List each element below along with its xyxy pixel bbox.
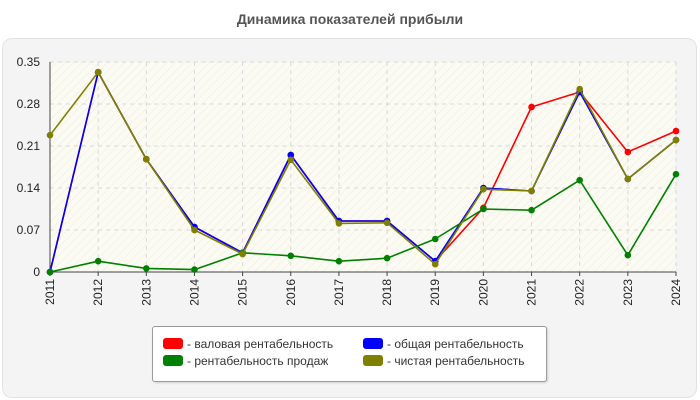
data-point-sales bbox=[46, 268, 54, 276]
x-tick-label: 2012 bbox=[91, 279, 105, 306]
chart-title: Динамика показателей прибыли bbox=[236, 11, 464, 27]
x-tick-label: 2017 bbox=[332, 279, 346, 306]
series-sales bbox=[46, 170, 680, 276]
y-tick-label: 0.07 bbox=[17, 223, 41, 237]
x-tick-label: 2011 bbox=[43, 279, 57, 305]
y-tick-label: 0.28 bbox=[17, 97, 41, 111]
data-point-sales bbox=[383, 254, 391, 262]
data-point-net bbox=[431, 260, 439, 268]
data-point-net bbox=[576, 85, 583, 93]
x-tick-label: 2013 bbox=[139, 279, 153, 306]
data-point-sales bbox=[624, 251, 632, 259]
series-line-net bbox=[49, 71, 677, 266]
data-point-gross bbox=[672, 127, 680, 135]
data-point-net bbox=[335, 220, 343, 227]
series-line-sales bbox=[49, 173, 677, 273]
data-point-sales bbox=[143, 265, 150, 272]
plot-area bbox=[50, 62, 676, 272]
x-tick-label: 2023 bbox=[621, 279, 635, 306]
legend-swatch-net bbox=[363, 355, 383, 366]
legend-label-total: - общая рентабельность bbox=[387, 337, 524, 351]
y-tick-label: 0.35 bbox=[17, 55, 41, 69]
y-tick-label: 0 bbox=[33, 265, 40, 279]
legend-swatch-total bbox=[363, 338, 383, 349]
data-point-gross bbox=[528, 103, 535, 111]
legend-swatch-gross bbox=[163, 338, 183, 349]
data-point-net bbox=[143, 155, 150, 163]
data-point-sales bbox=[287, 252, 295, 260]
x-tick-label: 2018 bbox=[380, 279, 394, 306]
legend-swatch-sales bbox=[163, 355, 183, 366]
data-point-sales bbox=[672, 170, 680, 178]
x-tick-label: 2024 bbox=[669, 279, 683, 306]
data-point-sales bbox=[528, 206, 535, 214]
legend-label-sales: - рентабельность продаж bbox=[187, 354, 329, 368]
data-point-sales bbox=[480, 205, 487, 213]
data-point-sales bbox=[576, 176, 583, 184]
x-tick-label: 2020 bbox=[476, 279, 490, 306]
data-point-net bbox=[239, 250, 246, 258]
data-point-net bbox=[480, 185, 487, 193]
legend-item-gross: - валовая рентабельность bbox=[163, 336, 333, 352]
data-point-net bbox=[383, 219, 391, 227]
legend-item-total: - общая рентабельность bbox=[363, 336, 524, 352]
data-point-sales bbox=[94, 257, 102, 265]
series-net bbox=[46, 68, 680, 268]
data-point-gross bbox=[624, 148, 632, 156]
data-point-net bbox=[191, 226, 198, 234]
x-tick-label: 2015 bbox=[236, 279, 250, 306]
data-point-total bbox=[287, 151, 295, 159]
y-tick-label: 0.14 bbox=[17, 181, 41, 195]
legend-label-gross: - валовая рентабельность bbox=[187, 337, 334, 351]
data-point-net bbox=[624, 175, 632, 183]
x-tick-label: 2016 bbox=[284, 279, 298, 306]
legend-item-net: - чистая рентабельность bbox=[363, 353, 524, 369]
data-point-sales bbox=[335, 257, 343, 265]
y-tick-label: 0.21 bbox=[17, 139, 41, 153]
data-point-sales bbox=[431, 235, 439, 243]
x-tick-label: 2019 bbox=[428, 279, 442, 306]
data-point-net bbox=[672, 136, 680, 144]
x-tick-label: 2014 bbox=[187, 279, 201, 306]
data-point-net bbox=[94, 68, 102, 76]
chart-legend: - валовая рентабельность - общая рентабе… bbox=[152, 326, 547, 382]
legend-label-net: - чистая рентабельность bbox=[387, 354, 525, 368]
data-point-net bbox=[46, 131, 54, 139]
legend-item-sales: - рентабельность продаж bbox=[163, 353, 328, 369]
data-point-net bbox=[528, 187, 535, 195]
data-point-sales bbox=[191, 266, 198, 273]
x-tick-label: 2021 bbox=[525, 279, 539, 306]
x-tick-label: 2022 bbox=[573, 279, 587, 306]
data-point-net bbox=[287, 156, 295, 164]
